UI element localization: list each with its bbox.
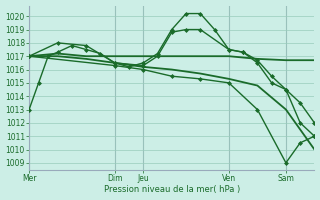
X-axis label: Pression niveau de la mer( hPa ): Pression niveau de la mer( hPa ) (104, 185, 240, 194)
